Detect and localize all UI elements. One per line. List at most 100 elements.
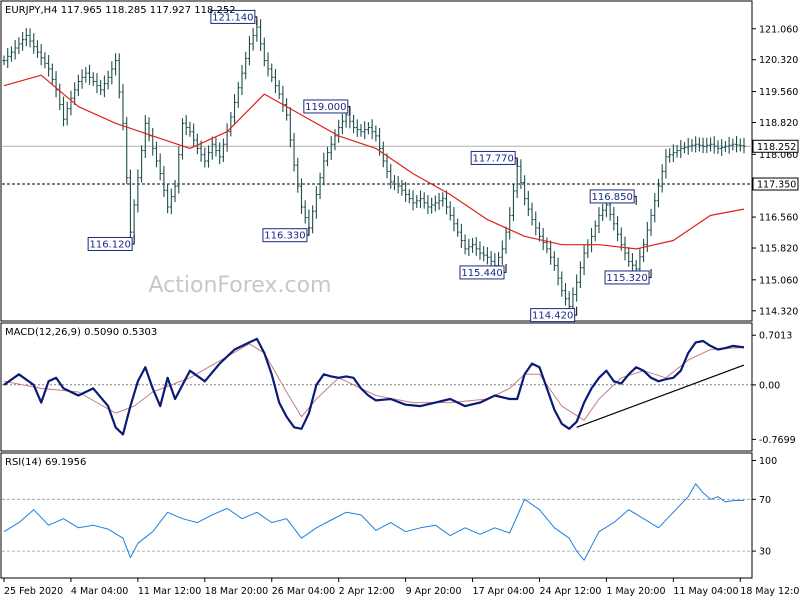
ohlc-bar	[686, 137, 690, 155]
ohlc-bar	[91, 72, 95, 87]
macd-line	[3, 337, 745, 436]
price-header: EURJPY,H4 117.965 118.285 117.927 118.25…	[5, 5, 236, 16]
ohlc-bar	[630, 253, 635, 273]
ohlc-bar	[645, 221, 649, 253]
ohlc-bar	[679, 140, 683, 159]
annotation-box	[470, 150, 516, 165]
annotation-box	[459, 265, 505, 280]
annotation-leader	[347, 105, 351, 115]
macd-signal-line	[3, 343, 745, 421]
ohlc-bar	[192, 123, 196, 148]
ohlc-bar	[682, 142, 687, 154]
ohlc-bar	[452, 207, 456, 232]
price-ytick-label: 118.060	[759, 150, 798, 161]
ohlc-bar	[623, 236, 627, 261]
ohlc-bar	[169, 188, 173, 215]
ohlc-bar	[210, 136, 214, 160]
ohlc-bar	[221, 138, 225, 163]
ohlc-bar	[697, 137, 701, 152]
ohlc-bar	[206, 145, 211, 168]
ohlc-bar	[396, 175, 400, 194]
ohlc-bar	[35, 40, 40, 58]
ohlc-bar	[314, 186, 318, 219]
ohlc-bar	[110, 61, 114, 85]
x-tick-label: 11 May 04:00	[673, 586, 738, 597]
ohlc-bar	[712, 136, 716, 154]
ohlc-bar	[485, 247, 490, 265]
annotation-leader	[132, 235, 135, 245]
annotation-leader	[634, 195, 637, 205]
ohlc-bar	[258, 19, 263, 51]
moving-average-line	[3, 74, 745, 250]
ohlc-bar	[534, 211, 538, 236]
ohlc-bar	[87, 64, 92, 85]
rsi-header: RSI(14) 69.1956	[5, 457, 86, 468]
ohlc-bar	[578, 261, 582, 289]
annotation-label: 116.120	[89, 239, 130, 250]
ohlc-bar	[24, 28, 28, 47]
ohlc-bar	[508, 207, 512, 240]
ohlc-bar	[69, 90, 73, 116]
ohlc-bar	[95, 73, 99, 94]
ohlc-bar	[299, 178, 304, 214]
ohlc-bar	[162, 166, 166, 198]
ohlc-bar	[262, 37, 266, 67]
ohlc-bar	[474, 237, 478, 256]
annotation-label: 121.140	[212, 12, 253, 23]
annotation-label: 114.420	[532, 311, 573, 322]
ohlc-bar	[236, 81, 240, 108]
ohlc-bar	[136, 169, 140, 213]
ohlc-bar	[311, 205, 315, 234]
ohlc-bar	[549, 240, 553, 265]
ohlc-bar	[649, 208, 653, 236]
price-ytick-label: 115.060	[759, 275, 798, 286]
ohlc-bar	[627, 247, 631, 267]
ohlc-bar	[523, 175, 527, 206]
ohlc-bar	[158, 153, 162, 181]
macd-ytick-label: 0.7013	[759, 331, 792, 342]
ohlc-bar	[478, 241, 482, 260]
ohlc-bar	[355, 119, 359, 138]
ohlc-bar	[273, 68, 278, 94]
ohlc-bar	[400, 180, 404, 196]
ohlc-bar	[701, 137, 705, 154]
ohlc-bar	[668, 148, 672, 163]
ohlc-bar	[482, 246, 486, 262]
ohlc-bar	[731, 138, 735, 151]
ohlc-bar	[32, 33, 36, 54]
ohlc-bar	[117, 53, 121, 99]
ohlc-bar	[251, 28, 255, 51]
ohlc-bar	[288, 107, 292, 148]
ohlc-bar	[422, 192, 426, 209]
ohlc-bar	[61, 96, 66, 127]
ohlc-bar	[195, 133, 199, 155]
ohlc-bar	[597, 207, 601, 234]
ohlc-bar	[552, 251, 556, 271]
ohlc-bar	[333, 129, 337, 151]
ohlc-bar	[545, 237, 549, 254]
ohlc-bar	[374, 125, 378, 142]
price-ytick-label: 121.060	[759, 24, 798, 35]
ohlc-bar	[437, 192, 441, 210]
ohlc-bar	[43, 52, 47, 69]
annotation-box	[210, 9, 256, 24]
x-tick-label: 18 May 12:00	[740, 586, 800, 597]
ohlc-bar	[9, 46, 14, 62]
ohlc-bar	[582, 244, 586, 276]
ohlc-bar	[28, 28, 32, 48]
ohlc-bar	[459, 223, 463, 248]
ohlc-bar	[240, 65, 244, 96]
ohlc-bar	[653, 193, 657, 223]
x-tick-label: 2 Apr 12:00	[339, 586, 395, 597]
annotation-leader	[649, 268, 652, 278]
ohlc-bar	[742, 137, 746, 154]
ohlc-bar	[303, 200, 307, 224]
ohlc-bar	[664, 148, 668, 179]
ohlc-bar	[504, 226, 508, 254]
ohlc-bar	[593, 220, 597, 242]
ohlc-bar	[166, 183, 170, 214]
rsi-panel-frame	[0, 452, 753, 579]
